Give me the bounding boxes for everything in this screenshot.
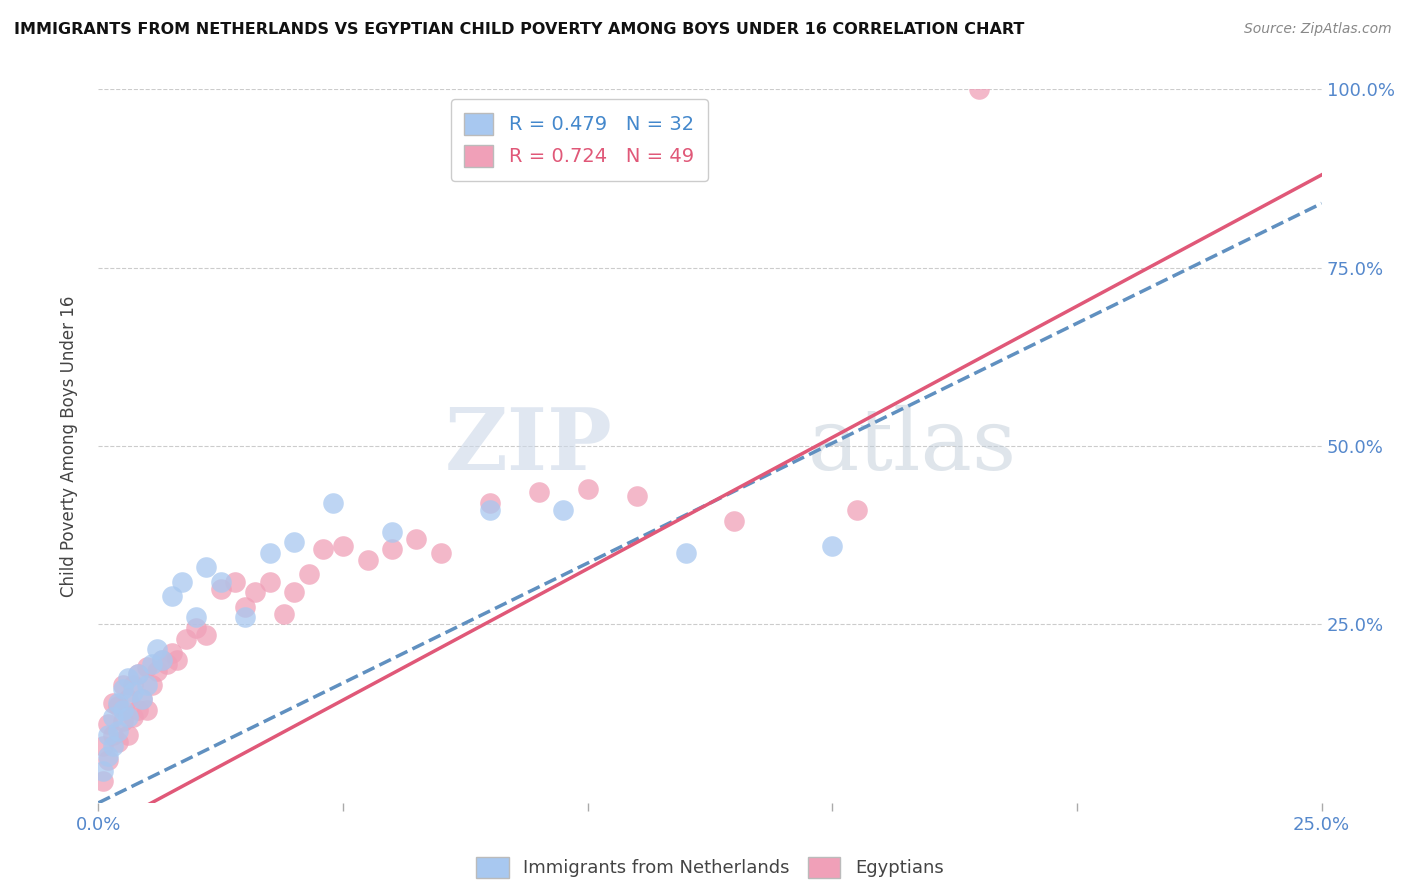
Point [170, 574, 193, 589]
Point [111, 678, 134, 692]
Point [209, 574, 232, 589]
Point [97, 728, 120, 742]
Point [356, 553, 378, 567]
Legend: Immigrants from Netherlands, Egyptians: Immigrants from Netherlands, Egyptians [467, 847, 953, 887]
Text: Source: ZipAtlas.com: Source: ZipAtlas.com [1244, 22, 1392, 37]
Point [136, 660, 159, 674]
Point [127, 667, 149, 681]
Point [91, 739, 114, 753]
Point [675, 546, 697, 560]
Point [195, 628, 218, 642]
Point [101, 728, 124, 742]
Point [405, 532, 427, 546]
Point [430, 546, 453, 560]
Point [91, 764, 114, 778]
Point [127, 703, 149, 717]
Point [186, 621, 208, 635]
Text: IMMIGRANTS FROM NETHERLANDS VS EGYPTIAN CHILD POVERTY AMONG BOYS UNDER 16 CORREL: IMMIGRANTS FROM NETHERLANDS VS EGYPTIAN … [14, 22, 1025, 37]
Point [117, 728, 139, 742]
Point [107, 724, 129, 739]
Point [111, 703, 134, 717]
Point [156, 657, 179, 671]
Text: ZIP: ZIP [444, 404, 612, 488]
Point [176, 632, 198, 646]
Point [166, 653, 188, 667]
Point [478, 503, 501, 517]
Point [136, 703, 159, 717]
Point [243, 585, 266, 599]
Point [97, 717, 120, 731]
Point [101, 710, 124, 724]
Point [160, 646, 183, 660]
Point [332, 539, 354, 553]
Point [233, 610, 256, 624]
Point [121, 685, 143, 699]
Point [381, 524, 404, 539]
Point [283, 585, 305, 599]
Point [233, 599, 256, 614]
Point [322, 496, 344, 510]
Point [136, 678, 159, 692]
Point [131, 692, 153, 706]
Point [111, 681, 134, 696]
Point [107, 735, 129, 749]
Point [141, 657, 163, 671]
Point [209, 582, 232, 596]
Point [527, 485, 550, 500]
Point [121, 678, 143, 692]
Point [117, 671, 139, 685]
Point [117, 692, 139, 706]
Point [146, 664, 169, 678]
Y-axis label: Child Poverty Among Boys Under 16: Child Poverty Among Boys Under 16 [59, 295, 77, 597]
Point [224, 574, 246, 589]
Point [553, 503, 575, 517]
Point [312, 542, 335, 557]
Point [195, 560, 218, 574]
Point [283, 535, 305, 549]
Point [626, 489, 648, 503]
Point [186, 610, 208, 624]
Point [845, 503, 868, 517]
Point [967, 82, 990, 96]
Text: atlas: atlas [808, 404, 1017, 488]
Point [478, 496, 501, 510]
Point [97, 749, 120, 764]
Point [91, 774, 114, 789]
Point [576, 482, 599, 496]
Point [117, 710, 139, 724]
Point [150, 653, 173, 667]
Point [273, 607, 295, 621]
Point [121, 710, 143, 724]
Point [101, 739, 124, 753]
Point [723, 514, 745, 528]
Point [107, 699, 129, 714]
Point [97, 753, 120, 767]
Point [127, 667, 149, 681]
Point [146, 642, 169, 657]
Point [160, 589, 183, 603]
Point [141, 678, 163, 692]
Point [259, 574, 281, 589]
Point [107, 696, 129, 710]
Point [821, 539, 844, 553]
Point [259, 546, 281, 560]
Point [131, 692, 153, 706]
Point [381, 542, 404, 557]
Point [101, 696, 124, 710]
Point [298, 567, 321, 582]
Point [150, 653, 173, 667]
Point [111, 714, 134, 728]
